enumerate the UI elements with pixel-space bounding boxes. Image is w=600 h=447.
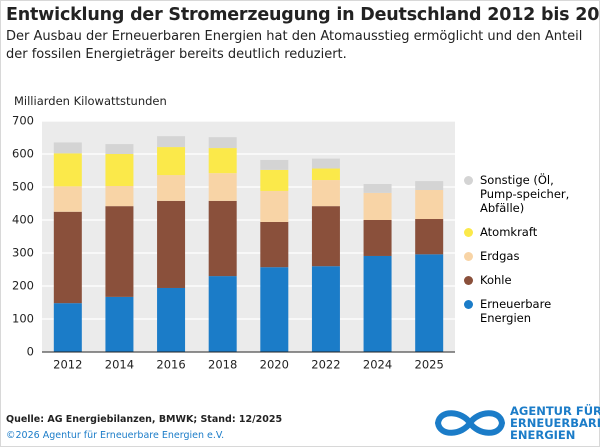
bar-segment [105, 154, 134, 187]
bar-segment [415, 189, 444, 220]
bar-segment [208, 173, 237, 201]
y-tick-label: 100 [12, 312, 34, 326]
legend-label: Erdgas [480, 249, 520, 263]
bar-segment [260, 221, 289, 268]
bar-segment [157, 136, 186, 148]
y-tick-label: 500 [12, 180, 34, 194]
y-axis-label: Milliarden Kilowattstunden [14, 94, 167, 108]
x-tick-label: 2014 [105, 358, 134, 372]
bar-segment [415, 254, 444, 352]
legend-item: Erdgas [462, 249, 585, 263]
x-tick-label: 2018 [208, 358, 237, 372]
y-tick-label: 400 [12, 213, 34, 227]
bar-segment [53, 153, 82, 187]
bar-segment [157, 287, 186, 352]
legend-marker [464, 300, 473, 309]
y-tick-label: 700 [12, 114, 34, 128]
x-tick-label: 2022 [311, 358, 340, 372]
bar-segment [311, 180, 340, 207]
bar-segment [157, 200, 186, 288]
bar-segment [208, 276, 237, 352]
bar-segment [311, 158, 340, 169]
bar-segment [105, 144, 134, 154]
bar-segment [105, 186, 134, 207]
x-tick-label: 2025 [415, 358, 444, 372]
bar-segment [363, 184, 392, 193]
bar-segment [260, 159, 289, 170]
bar-segment [157, 175, 186, 201]
bar-segment [363, 220, 392, 256]
y-tick-label: 300 [12, 246, 34, 260]
subtitle: der fossilen Energieträger bereits deutl… [6, 47, 347, 62]
bar-segment [53, 303, 82, 352]
y-tick-label: 200 [12, 279, 34, 293]
x-tick-label: 2024 [363, 358, 392, 372]
bar-segment [260, 169, 289, 191]
y-tick-label: 0 [27, 345, 34, 359]
bar-segment [311, 168, 340, 181]
x-tick-label: 2020 [260, 358, 289, 372]
legend-marker [464, 228, 473, 237]
source: Quelle: AG Energiebilanzen, BMWK; Stand:… [6, 414, 283, 425]
bar-segment [208, 200, 237, 277]
bar-segment [105, 296, 134, 352]
legend-item: Atomkraft [462, 225, 585, 239]
bar-segment [311, 266, 340, 352]
bar-segment [157, 147, 186, 176]
legend: Sonstige (Öl, Pump-speicher, Abfälle) Ato… [462, 173, 592, 335]
bar-segment [208, 137, 237, 149]
chart-title: Entwicklung der Stromerzeugung in Deutsc… [6, 5, 600, 25]
bar-segment [260, 190, 289, 222]
legend-label: Sonstige (Öl, Pump-speicher, Abfälle) [480, 173, 570, 215]
legend-label: Kohle [480, 273, 512, 287]
bar-segment [53, 142, 82, 154]
logo-line: ENERGIEN [510, 428, 576, 442]
bar-segment [311, 206, 340, 267]
legend-marker [464, 176, 473, 185]
bar-segment [53, 211, 82, 304]
x-tick-label: 2012 [53, 358, 82, 372]
legend-item: Kohle [462, 273, 585, 287]
logo-line: ERNEUERBARE [510, 416, 600, 430]
plot-background [42, 121, 455, 352]
bar-segment [208, 148, 237, 174]
bar-segment [105, 206, 134, 297]
logo-line: AGENTUR FÜR [510, 404, 600, 418]
legend-marker [464, 252, 473, 261]
bar-segment [53, 186, 82, 212]
subtitle: Der Ausbau der Erneuerbaren Energien hat… [6, 29, 583, 44]
y-tick-label: 600 [12, 147, 34, 161]
logo-text: AGENTUR FÜR ERNEUERBARE ENERGIEN [510, 405, 600, 441]
bar-segment [363, 255, 392, 352]
legend-marker [464, 276, 473, 285]
bar-segment [363, 192, 392, 220]
legend-item: Sonstige (Öl, Pump-speicher, Abfälle) [462, 173, 585, 215]
bar-segment [415, 219, 444, 255]
legend-label: Erneuerbare Energien [480, 297, 552, 325]
bar-segment [415, 181, 444, 190]
copyright: ©2026 Agentur für Erneuerbare Energien e… [6, 430, 225, 441]
logo-icon [434, 410, 506, 436]
x-tick-label: 2016 [156, 358, 185, 372]
legend-label: Atomkraft [480, 225, 538, 239]
bar-segment [260, 267, 289, 352]
legend-item: Erneuerbare Energien [462, 297, 585, 325]
